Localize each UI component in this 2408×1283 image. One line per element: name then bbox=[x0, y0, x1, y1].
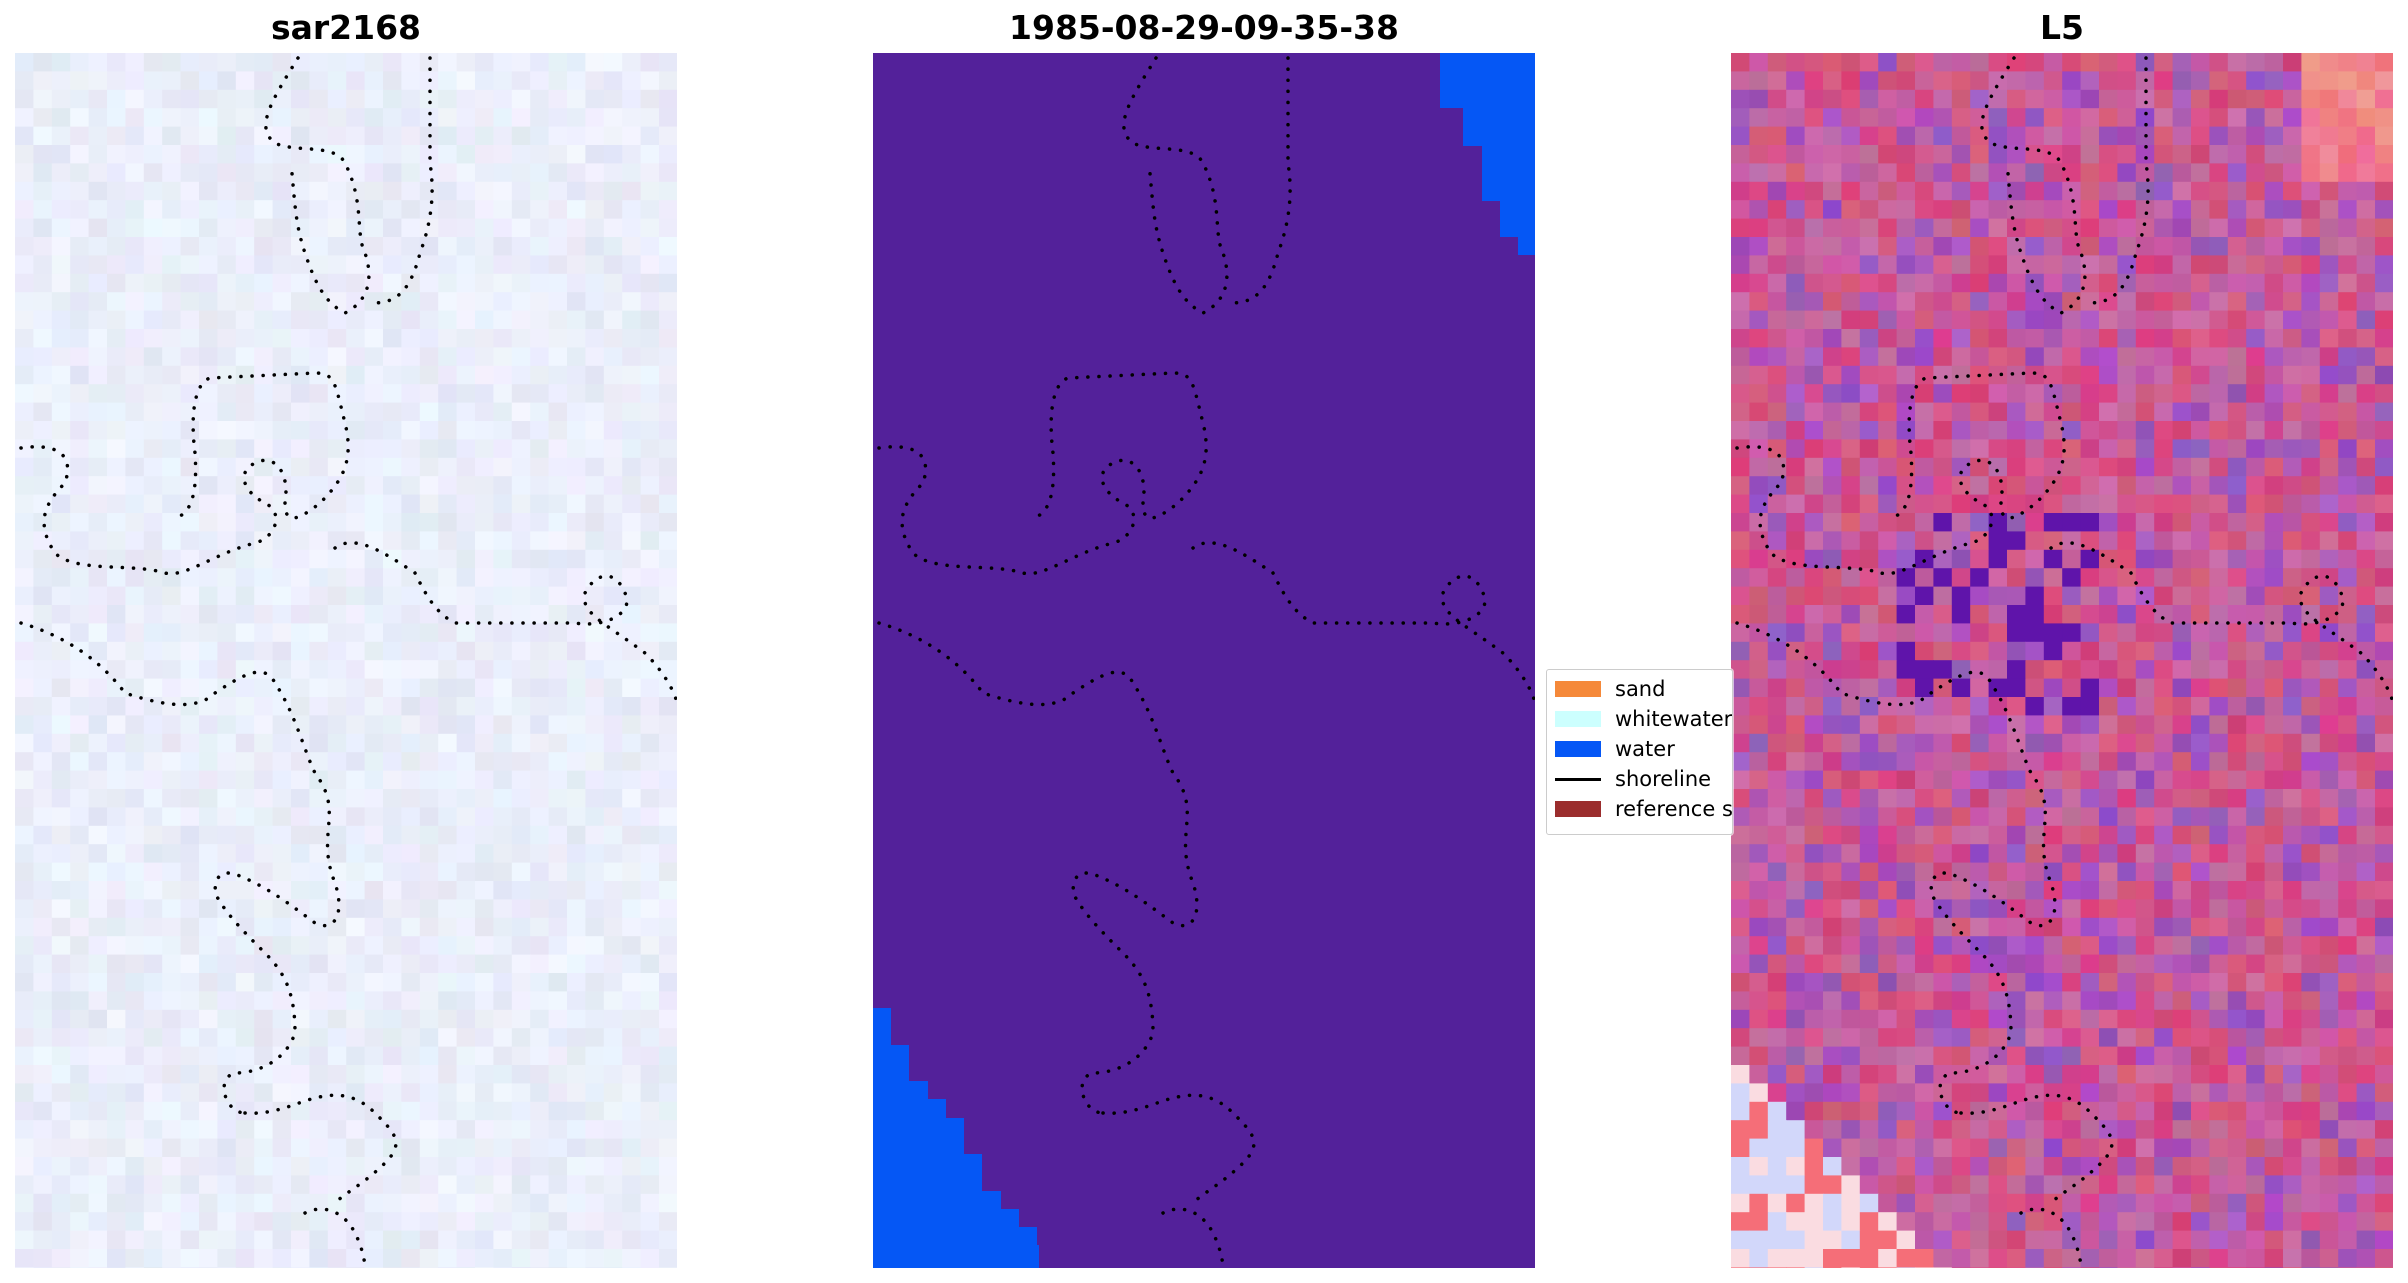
legend-swatch-shoreline bbox=[1555, 777, 1601, 781]
legend-label-sand: sand bbox=[1615, 677, 1666, 701]
legend-item-reference-shoreline: reference s bbox=[1555, 796, 1733, 822]
legend-label-reference-shoreline: reference s bbox=[1615, 797, 1733, 821]
water-class-region-top-right bbox=[1440, 53, 1535, 255]
legend-swatch-reference-shoreline bbox=[1555, 801, 1601, 817]
panel-title-date: 1985-08-29-09-35-38 bbox=[1009, 8, 1399, 47]
classified-image-panel bbox=[873, 53, 1535, 1268]
sar-pixel-grid bbox=[15, 53, 677, 1268]
legend-item-shoreline: shoreline bbox=[1555, 766, 1711, 792]
legend-item-whitewater: whitewater bbox=[1555, 706, 1732, 732]
legend-swatch-whitewater bbox=[1555, 711, 1601, 727]
legend-label-shoreline: shoreline bbox=[1615, 767, 1712, 791]
l5-pixel-grid bbox=[1731, 53, 2393, 1268]
land-class-area bbox=[873, 53, 1535, 1268]
sar-rgb-image bbox=[15, 53, 677, 1268]
legend-swatch-water bbox=[1555, 741, 1601, 757]
l5-index-image-panel bbox=[1731, 53, 2393, 1268]
legend-swatch-sand bbox=[1555, 681, 1601, 697]
legend-item-sand: sand bbox=[1555, 676, 1665, 702]
shoreline-overlay bbox=[877, 56, 1535, 1268]
panel-title-sar: sar2168 bbox=[270, 8, 422, 47]
legend-item-water: water bbox=[1555, 736, 1675, 762]
panel-title-l5: L5 bbox=[2040, 8, 2084, 47]
shoreline-overlay bbox=[19, 56, 677, 1268]
shoreline-overlay bbox=[1735, 56, 2393, 1268]
legend: sand whitewater water shoreline referenc… bbox=[1546, 669, 1733, 835]
classified-image bbox=[873, 53, 1535, 1268]
legend-label-whitewater: whitewater bbox=[1615, 707, 1733, 731]
legend-label-water: water bbox=[1615, 737, 1675, 761]
water-class-region-bottom-left bbox=[873, 1008, 1039, 1268]
l5-index-image bbox=[1731, 53, 2393, 1268]
sar-rgb-image-panel bbox=[15, 53, 677, 1268]
